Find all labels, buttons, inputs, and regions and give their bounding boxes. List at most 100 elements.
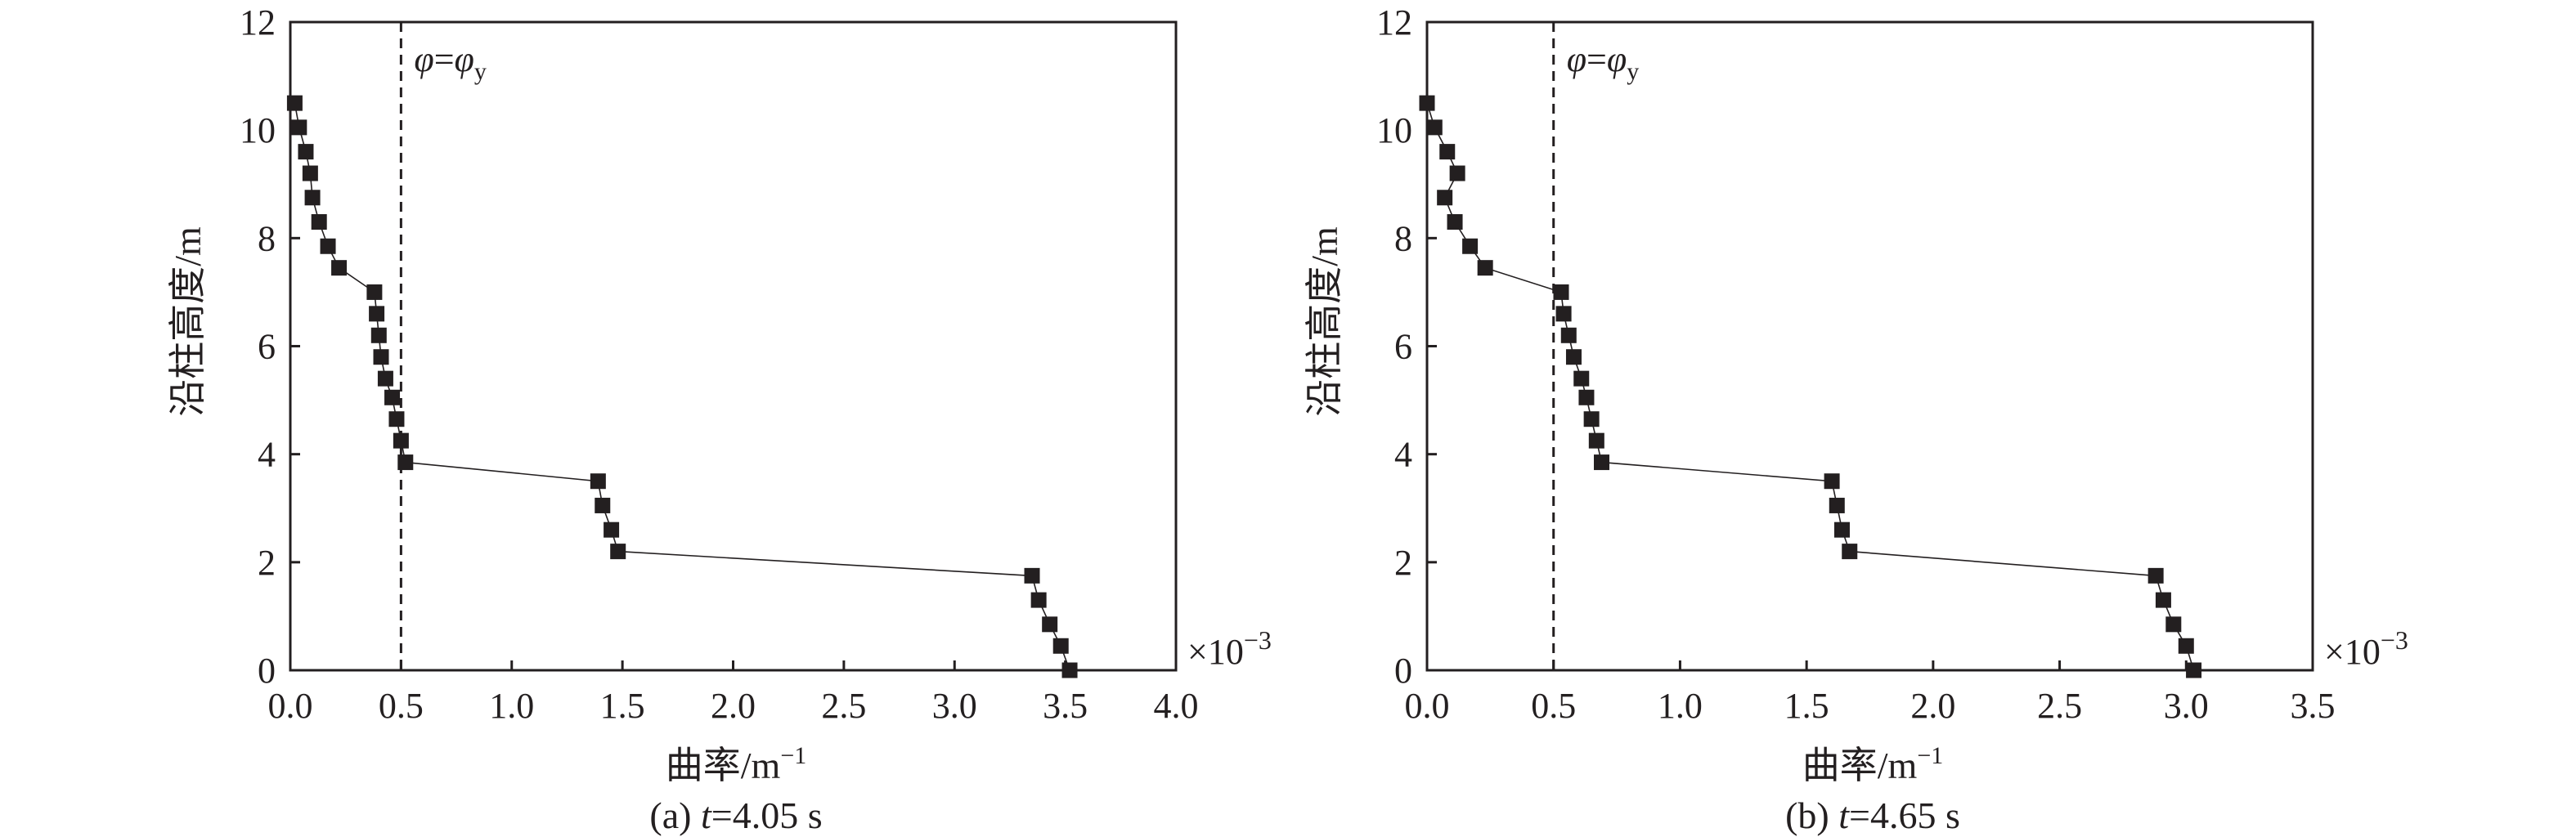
data-point: [590, 473, 606, 490]
data-point: [369, 306, 385, 322]
x-tick-label: 3.5: [2291, 686, 2336, 726]
data-point: [377, 370, 393, 387]
y-tick-label: 12: [240, 2, 276, 43]
data-point: [595, 497, 611, 513]
data-point: [393, 432, 409, 449]
data-point: [610, 544, 626, 560]
data-point: [1024, 567, 1040, 584]
yield-label-phi: φ: [1567, 39, 1586, 79]
x-tick-label: 0.5: [1531, 686, 1576, 726]
yield-label-phi-y: φ: [455, 39, 474, 79]
yield-label-phi-y: φ: [1607, 39, 1627, 79]
y-tick-label: 6: [1394, 327, 1412, 367]
data-point: [388, 411, 405, 427]
data-point: [1439, 144, 1456, 160]
data-point: [331, 260, 348, 276]
y-tick-label: 2: [258, 543, 276, 583]
y-tick-label: 4: [1394, 435, 1412, 475]
x-tick-label: 2.5: [821, 686, 866, 726]
data-point: [1437, 190, 1453, 206]
panel-b: 0.0 0.5 1.0 1.5 2.0 2.5 3.0 3.5 0 2 4 6 8 10 12 ×10−3 曲率…: [1304, 2, 2408, 836]
y-tick-label: 4: [258, 435, 276, 475]
data-point: [370, 327, 387, 343]
y-axis-title: 沿柱高度/m: [167, 226, 209, 417]
data-point: [286, 95, 303, 111]
data-point: [1555, 306, 1572, 322]
x-multiplier-exponent: −3: [1244, 625, 1272, 655]
x-tick-label: 0.0: [268, 686, 313, 726]
data-point: [1842, 544, 1858, 560]
x-multiplier: ×10−3: [2324, 625, 2408, 672]
y-axis-title: 沿柱高度/m: [1304, 226, 1345, 417]
caption-value: =4.65 s: [1849, 794, 1960, 836]
data-point: [1426, 119, 1443, 136]
data-point: [298, 144, 314, 160]
y-tick-label: 10: [1376, 110, 1412, 150]
data-point: [1042, 616, 1058, 633]
yield-label-phi: φ: [414, 39, 433, 79]
y-tick-label: 8: [1394, 218, 1412, 258]
data-point: [1419, 95, 1435, 111]
data-point: [1829, 497, 1845, 513]
data-point: [1573, 370, 1590, 387]
y-tick-label: 2: [1394, 543, 1412, 583]
x-axis-title: 曲率/m−1: [1802, 742, 1943, 786]
x-tick-label: 3.0: [932, 686, 977, 726]
y-tick-label: 0: [1394, 651, 1412, 691]
yield-label-subscript: y: [1627, 58, 1639, 85]
x-tick-label: 1.5: [1784, 686, 1829, 726]
x-tick-label: 3.0: [2164, 686, 2209, 726]
x-tick-label: 0.5: [379, 686, 424, 726]
data-point: [1560, 327, 1577, 343]
x-tick-label: 0.0: [1405, 686, 1450, 726]
data-point: [1824, 473, 1840, 490]
data-point: [604, 521, 620, 538]
data-point: [291, 119, 307, 136]
yield-label-subscript: y: [474, 58, 487, 85]
data-point: [397, 454, 414, 471]
x-axis-title-text: 曲率/m: [1802, 745, 1918, 786]
yield-label-equals: =: [1586, 39, 1607, 79]
data-point: [2165, 616, 2182, 633]
data-point: [302, 165, 318, 181]
caption-prefix: (b): [1785, 794, 1838, 836]
caption-value: =4.05 s: [711, 794, 823, 836]
data-point: [304, 190, 321, 206]
x-tick-label: 4.0: [1154, 686, 1199, 726]
y-tick-label: 0: [258, 651, 276, 691]
yield-label-equals: =: [434, 39, 455, 79]
data-point: [2186, 662, 2202, 678]
caption-variable: t: [701, 794, 712, 836]
x-axis-title-exponent: −1: [780, 742, 806, 769]
data-point: [1594, 454, 1610, 471]
data-point: [373, 349, 389, 365]
x-tick-label: 1.5: [600, 686, 645, 726]
data-point: [320, 238, 336, 254]
caption-prefix: (a): [649, 794, 701, 836]
y-tick-label: 12: [1376, 2, 1412, 43]
data-point: [1061, 662, 1078, 678]
yield-line-label: φ=φy: [414, 39, 487, 85]
x-axis-title: 曲率/m−1: [666, 742, 806, 786]
series-line: [294, 102, 1070, 671]
data-point: [2178, 638, 2194, 654]
data-point: [2147, 567, 2164, 584]
series-line: [1426, 102, 2195, 671]
data-point: [366, 284, 383, 300]
data-point: [1447, 214, 1463, 231]
plot-frame: [289, 20, 1178, 672]
data-point: [1588, 432, 1604, 449]
x-multiplier: ×10−3: [1187, 625, 1272, 672]
data-point: [1553, 284, 1569, 300]
y-tick-label: 6: [258, 327, 276, 367]
data-point: [1477, 260, 1493, 276]
data-point: [1052, 638, 1069, 654]
x-multiplier-base: ×10: [2324, 632, 2381, 672]
data-point: [2155, 592, 2171, 608]
data-point: [1462, 238, 1479, 254]
caption-variable: t: [1838, 794, 1850, 836]
x-tick-label: 2.5: [2037, 686, 2082, 726]
data-point: [311, 214, 327, 231]
x-axis-title-text: 曲率/m: [666, 745, 781, 786]
yield-line-label: φ=φy: [1567, 39, 1640, 85]
